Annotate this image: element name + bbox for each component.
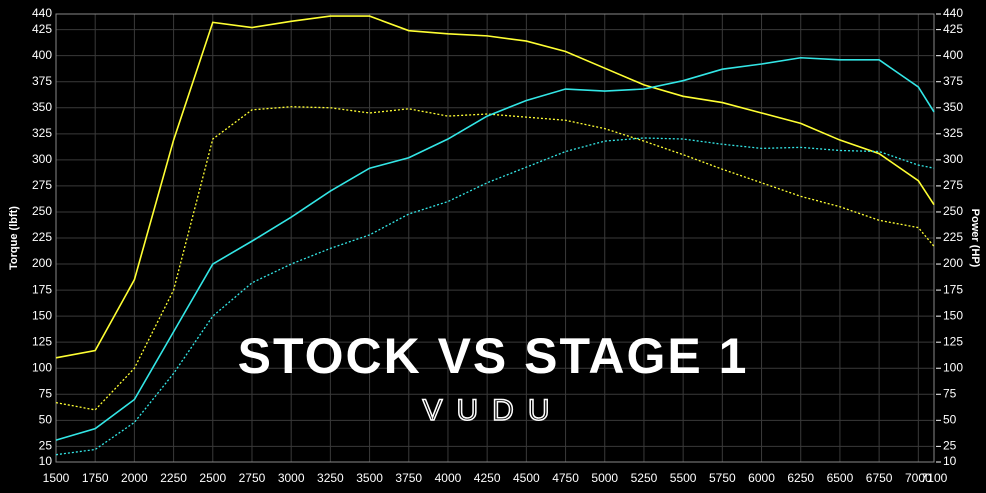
x-tick-label: 6750 <box>866 471 893 485</box>
y2-tick-label: 225 <box>943 230 963 244</box>
y2-tick-label: 25 <box>943 439 957 453</box>
y-tick-label: 325 <box>32 126 52 140</box>
y-tick-label: 200 <box>32 256 52 270</box>
y-tick-label: 400 <box>32 48 52 62</box>
y2-tick-label: 150 <box>943 308 963 322</box>
x-tick-label: 5000 <box>591 471 618 485</box>
y-tick-label: 25 <box>39 439 53 453</box>
x-tick-label: 7100 <box>921 471 948 485</box>
y-tick-label: 75 <box>39 386 53 400</box>
x-tick-label: 3750 <box>395 471 422 485</box>
series-line <box>55 106 935 411</box>
x-tick-label: 5750 <box>709 471 736 485</box>
x-tick-label: 6000 <box>748 471 775 485</box>
y2-tick-label: 75 <box>943 386 957 400</box>
y2-tick-label: 400 <box>943 48 963 62</box>
x-tick-label: 5250 <box>631 471 658 485</box>
y2-tick-label: 250 <box>943 204 963 218</box>
x-tick-label: 7000 <box>905 471 932 485</box>
x-tick-label: 4500 <box>513 471 540 485</box>
series-line <box>55 15 935 359</box>
plot-frame <box>55 13 935 463</box>
y-tick-label: 375 <box>32 74 52 88</box>
y2-axis-label: Power (HP) <box>969 209 981 268</box>
y2-tick-label: 300 <box>943 152 963 166</box>
y2-tick-label: 100 <box>943 360 963 374</box>
y-tick-label: 350 <box>32 100 52 114</box>
x-tick-label: 2500 <box>199 471 226 485</box>
y-tick-label: 250 <box>32 204 52 218</box>
y-tick-label: 275 <box>32 178 52 192</box>
x-tick-label: 2250 <box>160 471 187 485</box>
y2-tick-label: 200 <box>943 256 963 270</box>
y-axis-label: Torque (lbft) <box>8 206 20 270</box>
x-tick-label: 3000 <box>278 471 305 485</box>
y2-tick-label: 440 <box>943 6 963 20</box>
y-tick-label: 10 <box>39 454 53 468</box>
y2-tick-label: 125 <box>943 334 963 348</box>
y2-tick-label: 50 <box>943 412 957 426</box>
x-tick-label: 1750 <box>82 471 109 485</box>
x-tick-label: 4750 <box>552 471 579 485</box>
y2-tick-label: 175 <box>943 282 963 296</box>
x-tick-label: 6250 <box>787 471 814 485</box>
series-line <box>55 56 935 441</box>
y-tick-label: 100 <box>32 360 52 374</box>
y2-tick-label: 375 <box>943 74 963 88</box>
y2-tick-label: 350 <box>943 100 963 114</box>
y-tick-label: 300 <box>32 152 52 166</box>
y-tick-label: 225 <box>32 230 52 244</box>
x-tick-label: 2000 <box>121 471 148 485</box>
chart-title: STOCK VS STAGE 1 <box>238 328 749 384</box>
x-tick-label: 4250 <box>474 471 501 485</box>
y-tick-label: 150 <box>32 308 52 322</box>
y2-tick-label: 275 <box>943 178 963 192</box>
x-tick-label: 1500 <box>43 471 70 485</box>
x-tick-label: 3500 <box>356 471 383 485</box>
x-tick-label: 6500 <box>827 471 854 485</box>
x-tick-label: 4000 <box>435 471 462 485</box>
y-tick-label: 50 <box>39 412 53 426</box>
y2-tick-label: 425 <box>943 22 963 36</box>
x-tick-label: 5500 <box>670 471 697 485</box>
x-tick-label: 2750 <box>239 471 266 485</box>
chart-subtitle: VUDU <box>422 394 563 427</box>
y-tick-label: 175 <box>32 282 52 296</box>
y2-tick-label: 10 <box>943 454 957 468</box>
y-tick-label: 425 <box>32 22 52 36</box>
y-tick-label: 125 <box>32 334 52 348</box>
y2-tick-label: 325 <box>943 126 963 140</box>
x-tick-label: 3250 <box>317 471 344 485</box>
y-tick-label: 440 <box>32 6 52 20</box>
